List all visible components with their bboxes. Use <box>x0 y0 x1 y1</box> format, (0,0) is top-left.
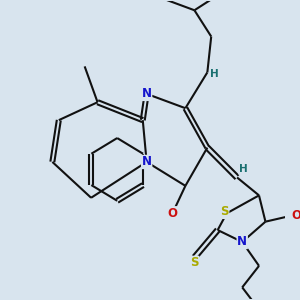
Text: S: S <box>220 205 229 218</box>
Text: H: H <box>210 69 219 79</box>
Text: O: O <box>291 209 300 222</box>
Text: H: H <box>239 164 248 174</box>
Text: N: N <box>142 87 152 101</box>
Text: N: N <box>237 236 247 248</box>
Text: S: S <box>190 256 199 269</box>
Text: N: N <box>142 155 152 168</box>
Text: O: O <box>167 207 178 220</box>
